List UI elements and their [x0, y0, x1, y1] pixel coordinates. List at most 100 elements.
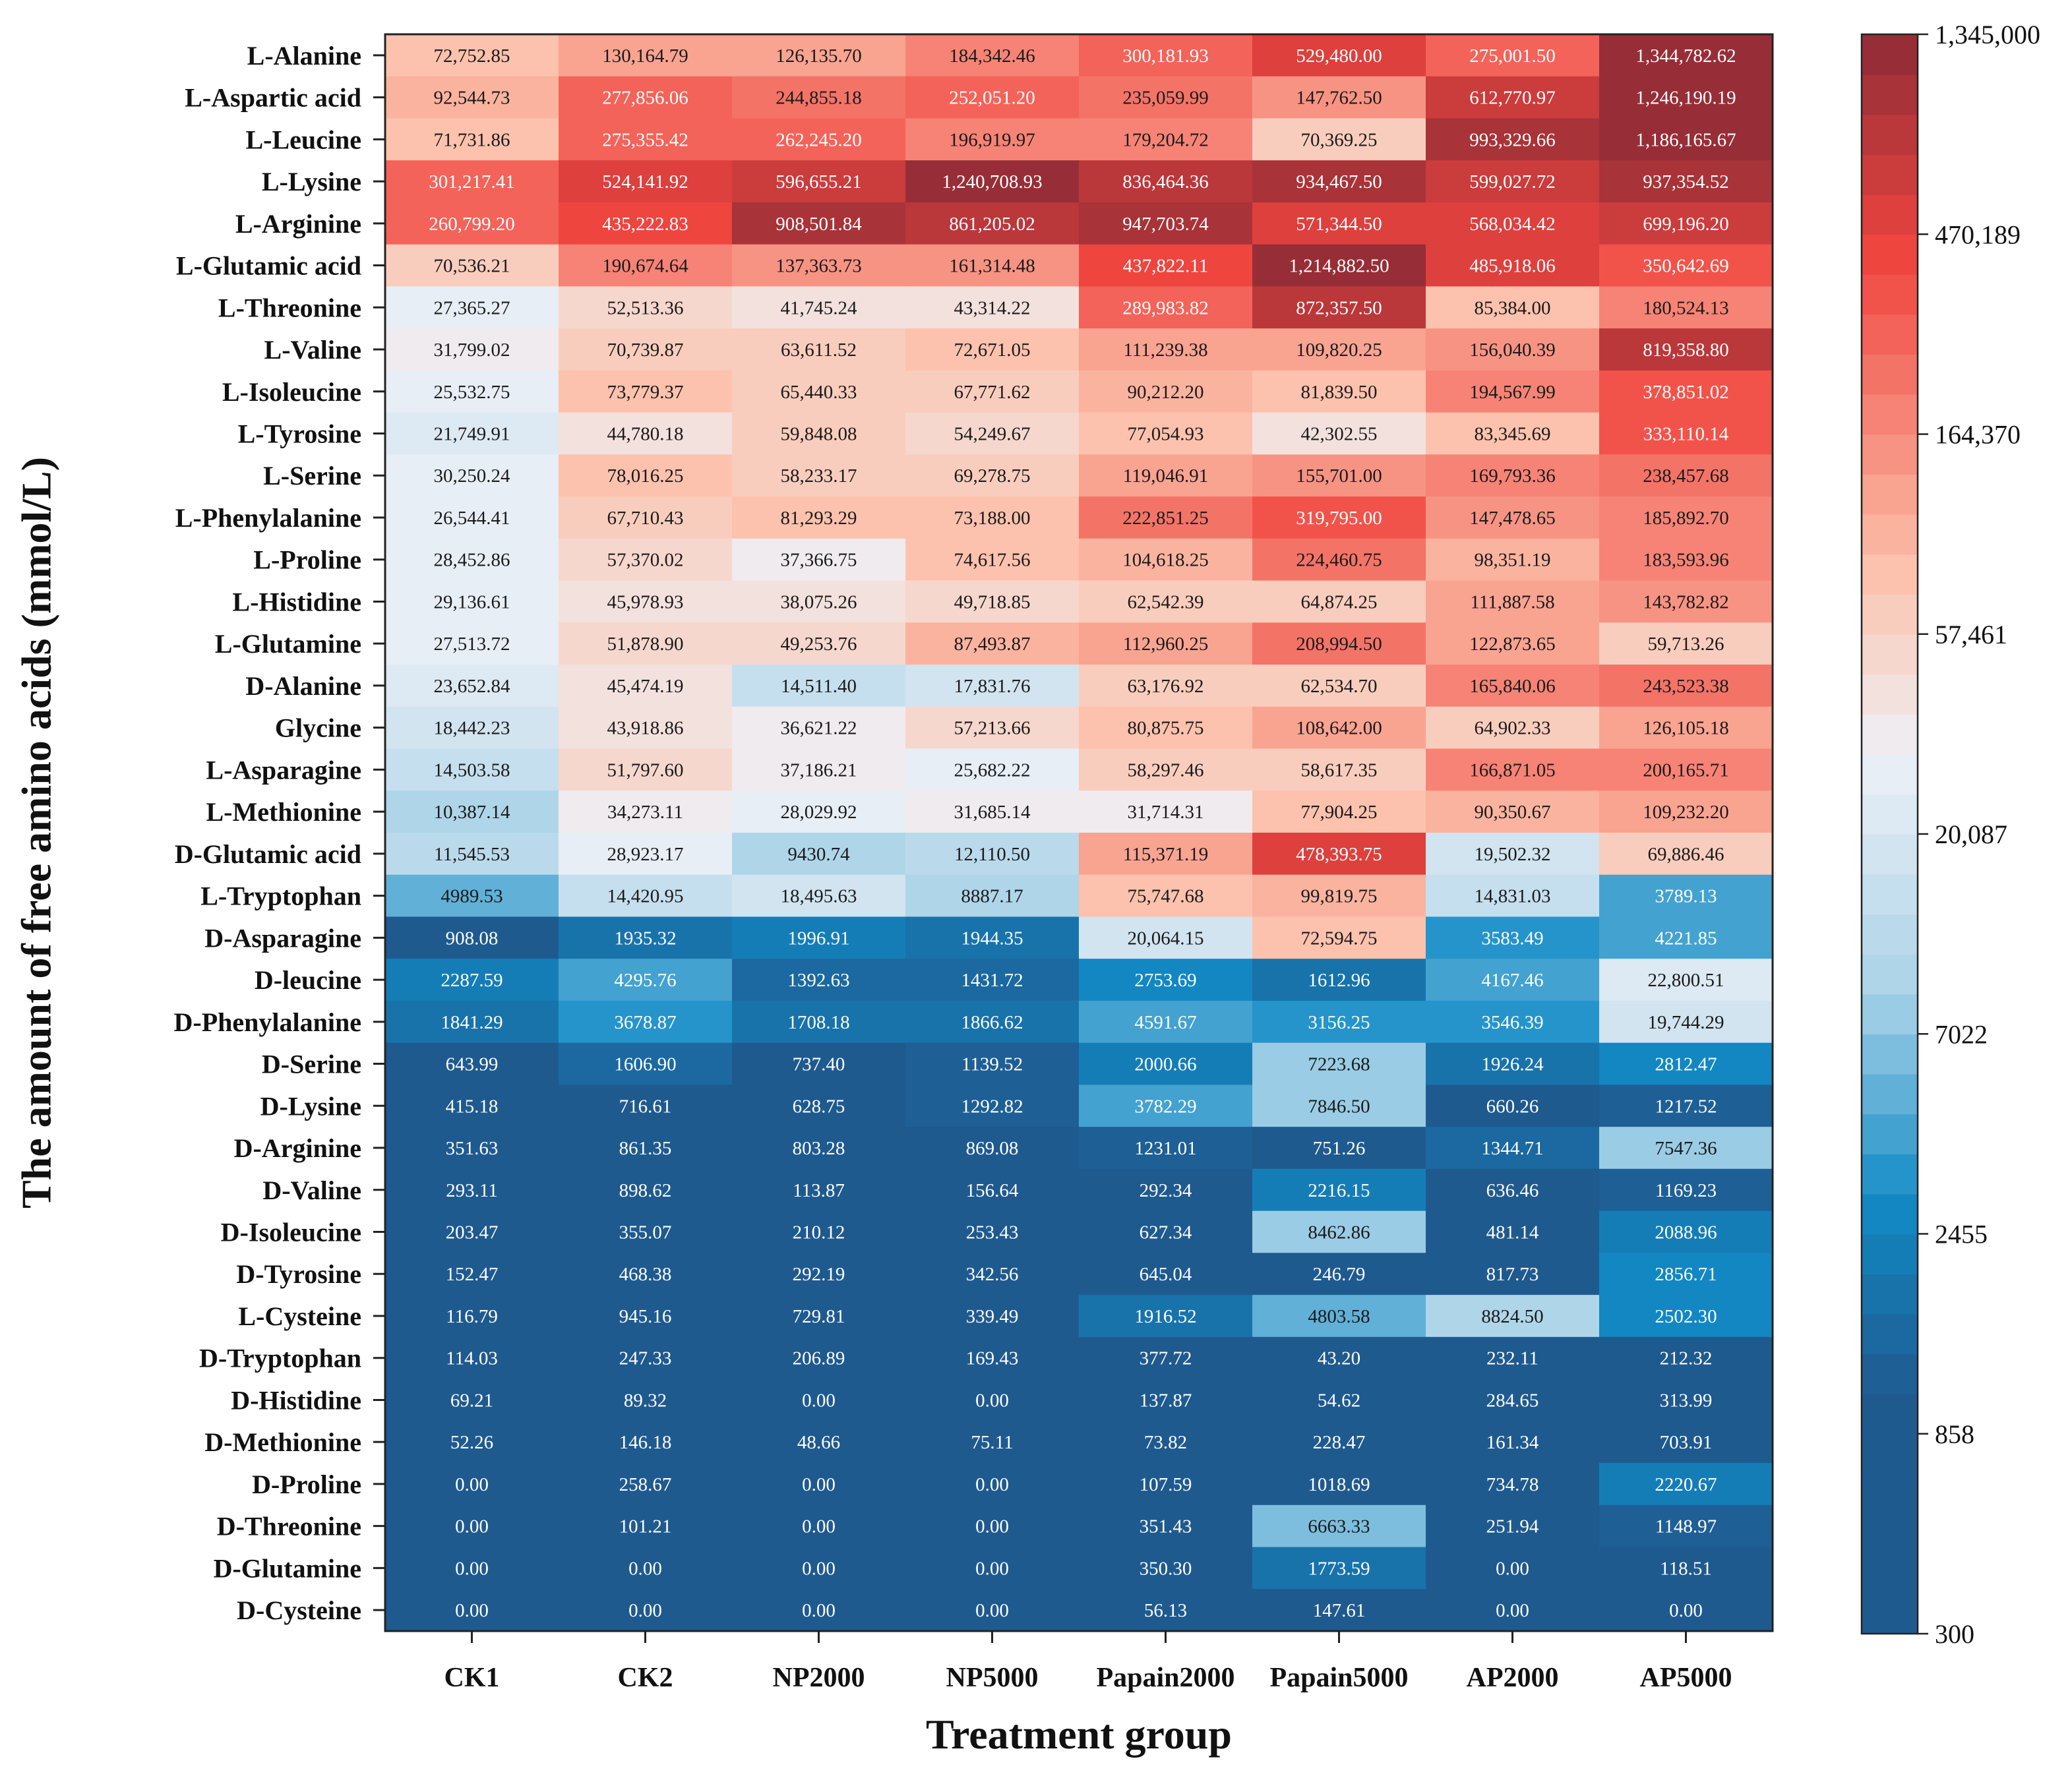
cell-value-label: 25,682.22: [954, 759, 1031, 781]
cell-value-label: 56.13: [1144, 1600, 1187, 1621]
heatmap-cell: [905, 1253, 1080, 1295]
cell-value-label: 222,851.25: [1122, 508, 1209, 529]
heatmap-cell: [559, 328, 733, 371]
heatmap-cell: [1252, 244, 1426, 287]
colorbar-segment: [1862, 1593, 1918, 1634]
heatmap-cell: [1599, 454, 1773, 497]
cell-value-label: 206.89: [793, 1348, 845, 1369]
cell-value-label: 260,799.20: [429, 214, 515, 235]
heatmap-cell: [385, 1504, 559, 1548]
row-label: D-Alanine: [245, 671, 361, 701]
heatmap-cell: [559, 1463, 733, 1506]
heatmap-cell: [1599, 34, 1773, 77]
cell-value-label: 130,164.79: [602, 45, 688, 67]
cell-value-label: 3678.87: [614, 1012, 676, 1033]
cell-value-label: 28,923.17: [607, 844, 684, 865]
cell-value-label: 415.18: [446, 1096, 499, 1117]
heatmap-cell: [1252, 1463, 1426, 1506]
cell-value-label: 1344.71: [1481, 1138, 1543, 1159]
heatmap-cell: [1426, 202, 1600, 245]
heatmap-cell: [1252, 1210, 1426, 1254]
heatmap-cell: [1426, 622, 1600, 665]
heatmap-cell: [385, 370, 559, 413]
heatmap-cell: [1252, 1085, 1426, 1127]
heatmap-cell: [1079, 1547, 1253, 1590]
cell-value-label: 643.99: [446, 1054, 499, 1075]
cell-value-label: 64,874.25: [1301, 591, 1378, 612]
heatmap-cell: [1079, 202, 1253, 245]
heatmap-cell: [1252, 622, 1426, 665]
cell-value-label: 0.00: [975, 1600, 1009, 1621]
colorbar-tick-label: 300: [1935, 1619, 1974, 1649]
heatmap-cell: [559, 959, 733, 1001]
heatmap-cell: [1426, 1421, 1600, 1464]
cell-value-label: 14,511.40: [781, 676, 857, 697]
heatmap-cell: [559, 1000, 733, 1044]
cell-value-label: 65,440.33: [781, 382, 857, 403]
colorbar-segment: [1862, 1394, 1918, 1435]
cell-value-label: 293.11: [446, 1180, 498, 1201]
cell-value-label: 25,532.75: [434, 382, 510, 403]
y-axis-title: The amount of free amino acids (mmol/L): [13, 457, 60, 1208]
colorbar-segment: [1862, 953, 1918, 995]
colorbar-segment: [1862, 874, 1918, 915]
cell-value-label: 62,534.70: [1301, 676, 1378, 697]
cell-value-label: 45,474.19: [607, 676, 684, 697]
cell-value-label: 235,059.99: [1122, 88, 1209, 109]
cell-value-label: 147,762.50: [1296, 88, 1382, 109]
heatmap-cell: [905, 1210, 1080, 1254]
heatmap-cell: [1079, 454, 1253, 497]
heatmap-cell: [1426, 1000, 1600, 1044]
heatmap-cell: [732, 202, 906, 245]
colorbar-segment: [1862, 434, 1918, 475]
cell-value-label: 73.82: [1144, 1432, 1187, 1453]
heatmap-cell: [559, 1168, 733, 1212]
heatmap-cell: [1079, 34, 1253, 77]
cell-value-label: 0.00: [1669, 1600, 1703, 1621]
cell-value-label: 26,544.41: [434, 508, 510, 529]
row-label: L-Asparagine: [206, 755, 361, 785]
heatmap-cell: [385, 706, 559, 750]
heatmap-cell: [905, 1421, 1080, 1464]
cell-value-label: 252,051.20: [949, 88, 1035, 109]
cell-value-label: 350,642.69: [1643, 256, 1729, 277]
row-label: D-Isoleucine: [221, 1218, 361, 1247]
cell-value-label: 262,245.20: [776, 129, 862, 150]
cell-value-label: 645.04: [1140, 1264, 1192, 1285]
heatmap-cell: [1252, 538, 1426, 581]
colorbar-segment: [1862, 394, 1918, 435]
row-label: D-Glutamine: [214, 1553, 361, 1583]
cell-value-label: 4221.85: [1655, 928, 1717, 949]
cell-value-label: 169.43: [966, 1348, 1019, 1369]
heatmap-cell: [1426, 412, 1600, 456]
cell-value-label: 869.08: [966, 1138, 1019, 1159]
heatmap-cell: [732, 1085, 906, 1127]
heatmap-cell: [732, 1127, 906, 1170]
colorbar-segment: [1862, 714, 1918, 755]
cell-value-label: 339.49: [966, 1306, 1019, 1327]
heatmap-cell: [1599, 244, 1773, 287]
heatmap-cell: [732, 1168, 906, 1212]
cell-value-label: 7223.68: [1308, 1054, 1370, 1075]
heatmap-cell: [1252, 1127, 1426, 1170]
cell-value-label: 568,034.42: [1469, 214, 1556, 235]
cell-value-label: 126,135.70: [776, 45, 862, 67]
cell-value-label: 0.00: [975, 1516, 1009, 1537]
heatmap-cell: [732, 916, 906, 960]
heatmap-cell: [1426, 665, 1600, 707]
cell-value-label: 184,342.46: [949, 45, 1035, 67]
colorbar-segment: [1862, 314, 1918, 355]
colorbar-segment: [1862, 234, 1918, 275]
heatmap-cell: [905, 1085, 1080, 1127]
cell-value-label: 118.51: [1660, 1558, 1712, 1579]
cell-value-label: 19,502.32: [1475, 844, 1551, 865]
cell-value-label: 275,355.42: [602, 129, 688, 150]
heatmap-cell: [385, 538, 559, 581]
colorbar-segment: [1862, 514, 1918, 555]
cell-value-label: 3782.29: [1134, 1096, 1196, 1117]
heatmap-cell: [1252, 1295, 1426, 1338]
cell-value-label: 44,780.18: [607, 424, 684, 445]
cell-value-label: 524,141.92: [602, 171, 688, 193]
heatmap-cell: [1599, 1547, 1773, 1590]
heatmap-cell: [1079, 1210, 1253, 1254]
